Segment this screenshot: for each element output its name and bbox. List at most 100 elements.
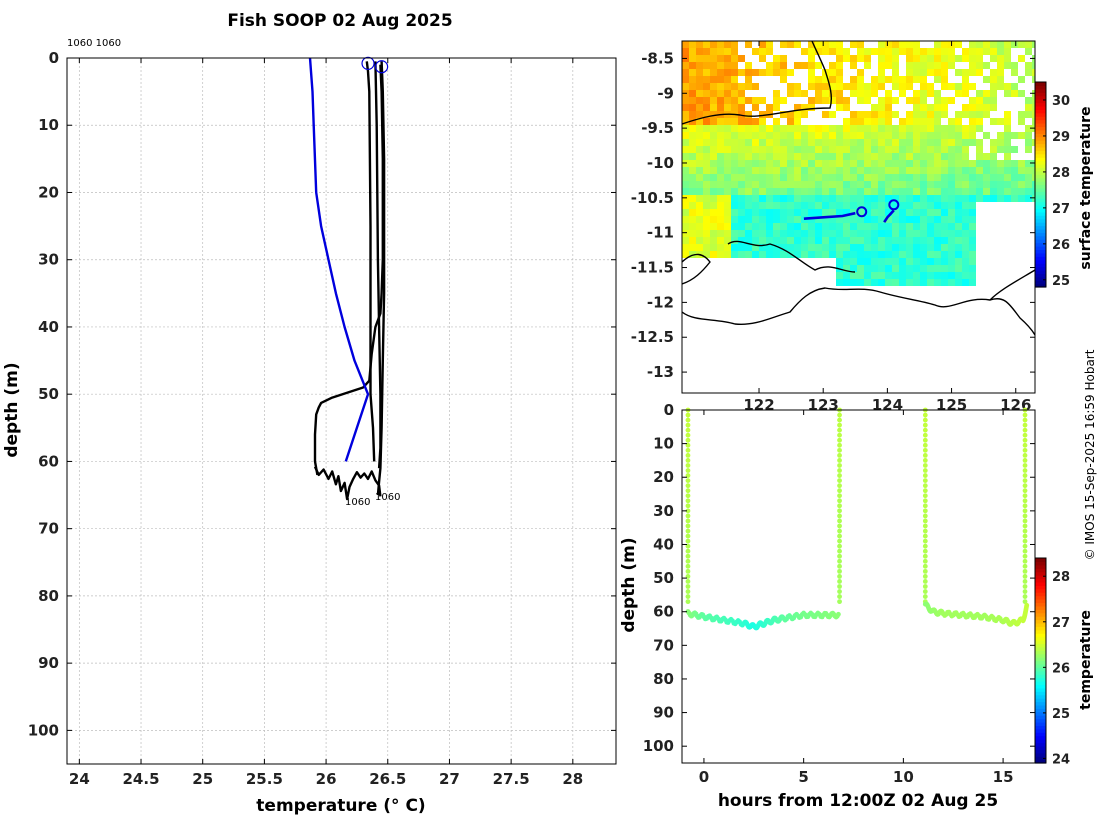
sst-cell: [696, 223, 703, 230]
section-point: [685, 458, 691, 463]
sst-cell: [745, 209, 752, 216]
sst-cell: [1018, 167, 1025, 174]
sst-cell: [941, 83, 948, 90]
sst-cell: [689, 244, 696, 251]
sst-cell: [976, 62, 983, 69]
sst-cell: [927, 48, 934, 55]
sst-cell: [752, 139, 759, 146]
sst-cell: [787, 195, 794, 202]
sst-cell: [752, 83, 759, 90]
colorbar-swatch: [1035, 249, 1046, 254]
sst-cell: [927, 139, 934, 146]
sst-cell: [962, 265, 969, 272]
sst-cell: [682, 83, 689, 90]
section-point: [837, 518, 842, 524]
sst-cell: [906, 188, 913, 195]
profile-top-labels: 1060 1060: [67, 38, 121, 49]
colorbar-swatch: [1035, 105, 1046, 110]
sst-cell: [780, 188, 787, 195]
sst-cell: [759, 230, 766, 237]
sst-cell: [941, 230, 948, 237]
profile-y-tick-label: 30: [38, 251, 59, 269]
sst-cell: [822, 41, 829, 48]
sst-cell: [892, 265, 899, 272]
sst-cell: [717, 83, 724, 90]
sst-cell: [696, 167, 703, 174]
sst-cell: [815, 160, 822, 167]
section-point: [837, 503, 842, 509]
sst-cell: [696, 174, 703, 181]
sst-cell: [927, 174, 934, 181]
sst-cell: [969, 209, 976, 216]
sst-cell: [829, 132, 836, 139]
sst-cell: [976, 174, 983, 181]
sst-cell: [927, 251, 934, 258]
colorbar-swatch: [1035, 701, 1046, 706]
profile-x-axis-label: temperature (° C): [256, 796, 425, 816]
sst-cell: [920, 279, 927, 286]
sst-cell: [815, 237, 822, 244]
sst-cell: [843, 188, 850, 195]
sst-cell: [794, 146, 801, 153]
sst-cell: [899, 244, 906, 251]
sst-cell: [997, 55, 1004, 62]
sst-cell: [682, 132, 689, 139]
sst-cell: [1004, 118, 1011, 125]
sst-cell: [808, 251, 815, 258]
sst-cell: [766, 139, 773, 146]
sst-cell: [829, 195, 836, 202]
sst-cell: [822, 83, 829, 90]
sst-cell: [892, 209, 899, 216]
sst-cell: [731, 195, 738, 202]
sst-cell: [745, 216, 752, 223]
sst-cell: [829, 251, 836, 258]
sst-cell: [703, 223, 710, 230]
sst-cell: [969, 279, 976, 286]
sst-cell: [696, 188, 703, 195]
profile-series-line: [313, 64, 384, 476]
sst-cell: [794, 195, 801, 202]
sst-cell: [759, 195, 766, 202]
sst-cell: [787, 216, 794, 223]
sst-cell: [766, 48, 773, 55]
colorbar-swatch: [1035, 663, 1046, 668]
section-point: [685, 437, 691, 443]
sst-cell: [913, 209, 920, 216]
colorbar-swatch: [1035, 592, 1046, 597]
sst-cell: [983, 174, 990, 181]
sst-cell: [1004, 132, 1011, 139]
profile-x-tick-label: 26: [316, 770, 337, 788]
sst-cell: [1018, 41, 1025, 48]
sst-cell: [885, 41, 892, 48]
sst-cell: [878, 48, 885, 55]
sst-cell: [941, 251, 948, 258]
sst-cell: [836, 258, 843, 265]
sst-cell: [745, 139, 752, 146]
sst-cell: [780, 181, 787, 188]
sst-cell: [815, 146, 822, 153]
sst-cell: [955, 202, 962, 209]
sst-cell: [752, 230, 759, 237]
map-y-tick-label: -9: [657, 84, 674, 102]
sst-cell: [857, 195, 864, 202]
sst-cell: [717, 48, 724, 55]
sst-cell: [892, 139, 899, 146]
sst-cell: [710, 174, 717, 181]
sst-cell: [990, 104, 997, 111]
sst-cell: [906, 146, 913, 153]
sst-cell: [836, 97, 843, 104]
sst-cell: [885, 153, 892, 160]
section-point: [1022, 599, 1028, 605]
sst-cell: [829, 111, 836, 118]
sst-cell: [913, 153, 920, 160]
sst-cell: [885, 209, 892, 216]
sst-cell: [906, 153, 913, 160]
colorbar-swatch: [1035, 561, 1046, 566]
sst-cell: [738, 153, 745, 160]
sst-cell: [724, 69, 731, 76]
sst-cell: [885, 160, 892, 167]
sst-cell: [731, 181, 738, 188]
sst-cell: [990, 146, 997, 153]
colorbar-swatch: [1035, 205, 1046, 210]
sst-cell: [941, 76, 948, 83]
